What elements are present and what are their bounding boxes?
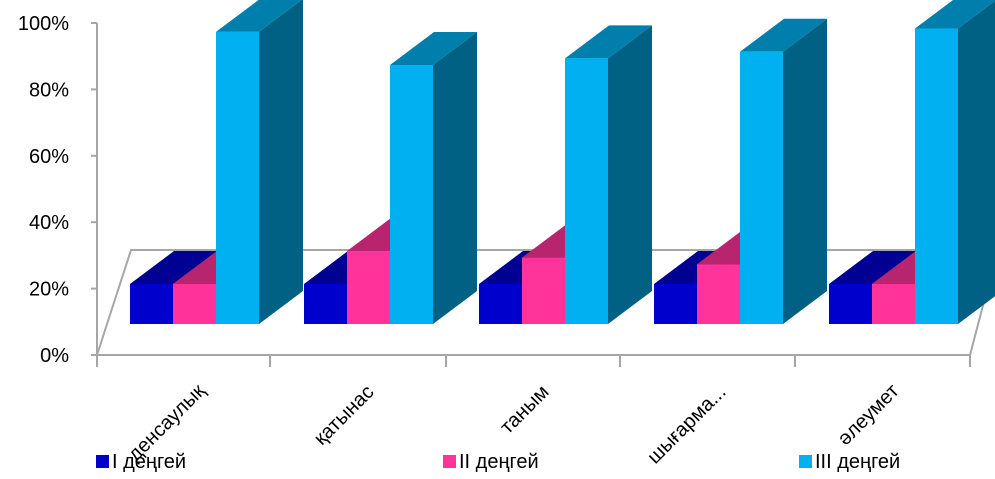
- bar-side: [433, 32, 477, 324]
- legend-label: III деңгей: [815, 451, 900, 473]
- x-tick-label: әлеумет: [834, 380, 904, 450]
- y-tick-label: 0%: [40, 345, 69, 367]
- legend-swatch: [96, 455, 109, 468]
- y-tick-label: 20%: [29, 279, 69, 301]
- bar-top: [740, 18, 827, 52]
- bar-front: [173, 284, 216, 324]
- y-tick-label: 60%: [29, 146, 69, 168]
- x-tick-label: шығарма...: [643, 381, 730, 468]
- legend-item: II деңгей: [443, 451, 539, 473]
- bar-front: [304, 284, 347, 324]
- bar-top: [130, 251, 217, 284]
- bar: [565, 25, 652, 325]
- y-tick-label: 40%: [29, 212, 69, 234]
- bar-top: [829, 251, 916, 284]
- bar-front: [915, 28, 958, 325]
- legend-item: III деңгей: [799, 451, 900, 473]
- y-axis: 0% 20% 40% 60% 80% 100%: [18, 13, 98, 367]
- bar-top: [915, 0, 995, 29]
- floor-back-edge: [96, 249, 995, 356]
- bar-front: [697, 264, 740, 324]
- bars: [130, 0, 995, 325]
- bar-top: [565, 25, 652, 59]
- y-tick-label: 100%: [18, 13, 69, 35]
- bar-front: [740, 51, 783, 324]
- bar-front: [654, 284, 697, 324]
- bar-front: [522, 257, 565, 324]
- bar-side: [783, 18, 827, 324]
- bar-front: [565, 58, 608, 325]
- bar-front: [216, 31, 259, 325]
- bar: [390, 32, 477, 324]
- x-tick-label: қатынас: [310, 381, 379, 450]
- bar-front: [130, 284, 173, 324]
- bar: [216, 0, 303, 325]
- y-tick-label: 80%: [29, 79, 69, 101]
- bar-front: [872, 284, 915, 324]
- bar-side: [958, 0, 995, 324]
- legend-item: I деңгей: [96, 451, 186, 473]
- bar-front: [829, 284, 872, 324]
- legend-label: II деңгей: [459, 451, 539, 473]
- legend-swatch: [799, 455, 812, 468]
- bar-side: [259, 0, 303, 324]
- bar-front: [479, 284, 522, 324]
- bar: [740, 18, 827, 324]
- legend-label: I деңгей: [112, 451, 186, 473]
- bar-front: [390, 65, 433, 324]
- bar-top: [390, 32, 477, 66]
- bar: [915, 0, 995, 325]
- bar-front: [347, 250, 390, 324]
- bar-top: [216, 0, 302, 32]
- bar-side: [608, 25, 652, 325]
- legend-swatch: [443, 455, 456, 468]
- x-tick-label: таным: [496, 381, 553, 438]
- legend: I деңгей II деңгей III деңгей: [96, 451, 900, 473]
